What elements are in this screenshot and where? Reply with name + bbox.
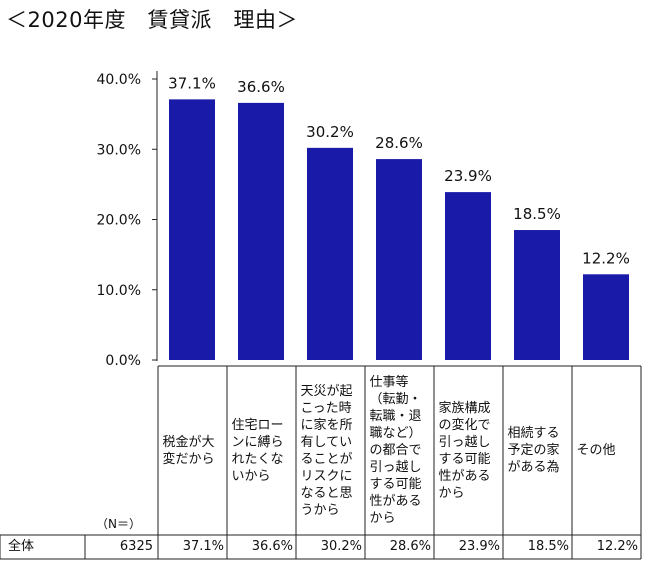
category-label-cell: その他: [572, 366, 641, 535]
category-label: 税金が大変だから: [162, 434, 215, 467]
table-cell: 23.9%: [458, 539, 500, 554]
y-tick-label: 10.0%: [97, 283, 141, 299]
table-cell: 36.6%: [251, 539, 293, 554]
table-cell: 37.1%: [182, 539, 224, 554]
chart-title: ＜2020年度 賃貸派 理由＞: [6, 8, 298, 32]
category-label: 仕事等（転勤・転職・退職など）の都合で引っ越しする可能性があるから: [369, 375, 422, 526]
table-cell: 28.6%: [389, 539, 431, 554]
data-label: 37.1%: [168, 74, 216, 92]
n-value: 6325: [119, 539, 153, 554]
category-label-cell: 住宅ローンに縛られたくないから: [227, 366, 296, 535]
y-tick-label: 20.0%: [97, 213, 141, 229]
category-label: 住宅ローンに縛られたくないから: [231, 417, 284, 484]
data-label: 23.9%: [444, 167, 492, 185]
table-cell: 12.2%: [596, 539, 638, 554]
category-label: その他: [576, 443, 616, 458]
total-row: 全体 6325 37.1% 36.6% 30.2% 28.6% 23.9% 18.5% 12…: [0, 535, 641, 559]
category-label: 相続する予定の家がある為: [507, 426, 560, 475]
bar: [514, 230, 560, 360]
category-label: 天災が起こった時に家を所有していることがリスクになると思うから: [300, 383, 353, 518]
category-label-cell: 税金が大変だから: [158, 366, 227, 535]
bar: [445, 192, 491, 360]
category-label: 家族構成の変化で引っ越しする可能性があるから: [438, 400, 491, 501]
row-label: 全体: [8, 539, 35, 554]
category-label-cell: 相続する予定の家がある為: [503, 366, 572, 535]
data-label: 28.6%: [375, 134, 423, 152]
bar: [376, 159, 422, 360]
data-label: 30.2%: [306, 123, 354, 141]
bar: [238, 102, 284, 360]
data-label: 12.2%: [582, 249, 630, 267]
data-label: 36.6%: [237, 78, 285, 96]
y-tick-label: 30.0%: [97, 142, 141, 158]
n-label: （N＝）: [96, 517, 141, 531]
category-label-cell: 天災が起こった時に家を所有していることがリスクになると思うから: [296, 366, 365, 535]
bar: [169, 99, 215, 360]
y-tick-label: 40.0%: [97, 72, 141, 88]
bar: [583, 274, 629, 360]
y-tick-label: 0.0%: [105, 353, 141, 369]
table-cell: 30.2%: [320, 539, 362, 554]
category-label-cell: 家族構成の変化で引っ越しする可能性があるから: [434, 366, 503, 535]
bar: [307, 147, 353, 360]
data-label: 18.5%: [513, 205, 561, 223]
category-label-cell: 仕事等（転勤・転職・退職など）の都合で引っ越しする可能性があるから: [365, 366, 434, 535]
table-cell: 18.5%: [527, 539, 569, 554]
